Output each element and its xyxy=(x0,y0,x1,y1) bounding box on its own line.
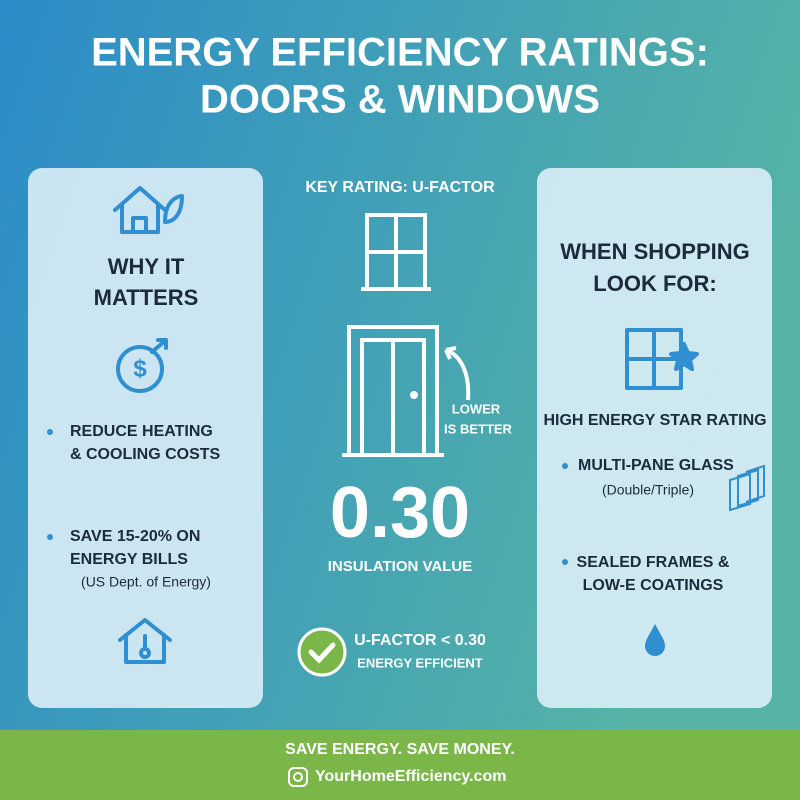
right-panel xyxy=(537,168,772,708)
bullet xyxy=(47,534,53,540)
house-leaf-icon xyxy=(113,186,184,234)
slogan: SAVE ENERGY. SAVE MONEY. xyxy=(285,741,515,758)
bullet xyxy=(47,429,53,435)
right-item: MULTI-PANE GLASS xyxy=(578,457,734,474)
value-caption: INSULATION VALUE xyxy=(328,558,472,575)
left-item: SAVE 15-20% ON xyxy=(70,528,200,545)
title-line: DOORS & WINDOWS xyxy=(200,78,600,122)
badge-text: U-FACTOR < 0.30 xyxy=(354,632,486,649)
left-item: & COOLING COSTS xyxy=(70,446,221,463)
right-heading: WHEN SHOPPING xyxy=(560,239,749,264)
bullet xyxy=(562,559,568,565)
left-heading: WHY IT xyxy=(108,254,185,279)
footer xyxy=(0,730,800,800)
callout: LOWER xyxy=(452,401,501,416)
left-item: REDUCE HEATING xyxy=(70,423,213,440)
u-factor-value: 0.30 xyxy=(330,473,470,553)
thermometer-house-icon xyxy=(118,618,172,664)
star-window-icon xyxy=(625,328,699,390)
check-badge xyxy=(297,627,347,677)
right-item: HIGH ENERGY STAR RATING xyxy=(543,412,766,429)
left-item: ENERGY BILLS xyxy=(70,551,188,568)
instagram-icon xyxy=(288,767,308,787)
window-icon xyxy=(361,213,431,291)
right-note: (Double/Triple) xyxy=(602,482,694,498)
right-item: LOW-E COATINGS xyxy=(583,577,724,594)
door-icon xyxy=(342,325,444,457)
right-item: SEALED FRAMES & xyxy=(577,554,730,571)
arrow xyxy=(444,346,471,401)
drop-icon xyxy=(645,624,665,656)
badge-text: ENERGY EFFICIENT xyxy=(357,655,483,670)
svg-text:$: $ xyxy=(133,355,147,382)
bullet xyxy=(562,463,568,469)
title-line: ENERGY EFFICIENCY RATINGS: xyxy=(91,31,709,75)
center-heading: KEY RATING: U-FACTOR xyxy=(305,179,495,196)
savings-icon: $ xyxy=(116,338,168,393)
callout: IS BETTER xyxy=(444,421,513,436)
website: YourHomeEfficiency.com xyxy=(315,768,506,785)
check-icon xyxy=(308,642,336,664)
left-note: (US Dept. of Energy) xyxy=(81,574,211,590)
right-heading: LOOK FOR: xyxy=(593,271,716,296)
panes-icon xyxy=(729,464,765,512)
left-panel xyxy=(28,168,263,708)
left-heading: MATTERS xyxy=(94,285,199,310)
